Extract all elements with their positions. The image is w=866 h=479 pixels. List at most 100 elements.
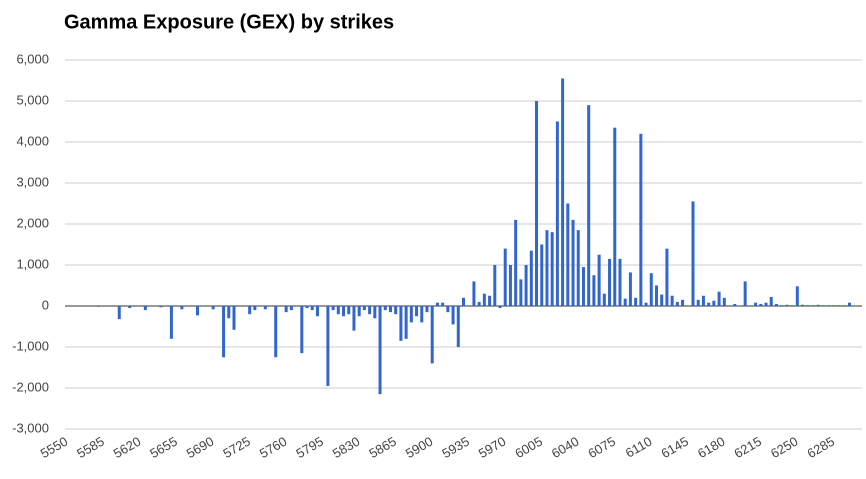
- bar: [717, 291, 721, 306]
- bar: [842, 305, 846, 306]
- y-tick-label: -3,000: [12, 420, 49, 435]
- bar: [352, 306, 356, 331]
- y-tick-label: -2,000: [12, 379, 49, 394]
- x-tick-label: 6215: [731, 434, 764, 461]
- bar: [472, 281, 476, 306]
- bar: [310, 306, 314, 311]
- y-tick-label: 5,000: [16, 92, 49, 107]
- bar: [446, 306, 450, 313]
- bar: [806, 305, 810, 306]
- bar: [722, 297, 726, 306]
- bar: [769, 296, 773, 306]
- y-tick-label: 2,000: [16, 215, 49, 230]
- bar: [336, 306, 340, 315]
- bar: [743, 281, 747, 306]
- bar: [561, 78, 565, 306]
- bar: [712, 300, 716, 306]
- chart-title: Gamma Exposure (GEX) by strikes: [64, 11, 394, 33]
- bar: [274, 306, 278, 358]
- bar: [378, 306, 382, 395]
- bar: [608, 258, 612, 306]
- bar: [362, 306, 366, 311]
- bar: [524, 265, 528, 306]
- bar: [764, 302, 768, 306]
- bar: [159, 306, 163, 308]
- bar: [514, 219, 518, 306]
- y-tick-label: 6,000: [16, 51, 49, 66]
- bar: [576, 230, 580, 306]
- bar: [441, 302, 445, 306]
- x-tick-label: 5970: [476, 434, 509, 461]
- bar: [816, 304, 820, 306]
- bar: [654, 285, 658, 306]
- bar: [383, 306, 387, 311]
- bar: [675, 301, 679, 306]
- bar: [545, 230, 549, 306]
- bar: [837, 305, 841, 306]
- x-tick-label: 5935: [439, 434, 472, 461]
- bar: [394, 306, 398, 315]
- y-tick-label: 4,000: [16, 133, 49, 148]
- bar: [342, 306, 346, 317]
- bar: [634, 297, 638, 306]
- bar: [482, 293, 486, 306]
- bar: [128, 306, 132, 309]
- x-tick-label: 6110: [623, 434, 655, 461]
- bar: [211, 306, 215, 310]
- bar: [488, 295, 492, 306]
- bar: [388, 306, 392, 313]
- bar: [451, 306, 455, 325]
- bar: [435, 302, 439, 306]
- bar: [701, 295, 705, 306]
- bar: [430, 306, 434, 364]
- bar: [117, 306, 121, 320]
- x-tick-label: 5830: [330, 434, 363, 461]
- bar: [409, 306, 413, 323]
- bar: [649, 273, 653, 306]
- bar: [581, 267, 585, 306]
- bar: [300, 306, 304, 354]
- bar: [785, 304, 789, 306]
- bar: [399, 306, 403, 341]
- bar: [169, 306, 173, 339]
- bar: [96, 306, 100, 307]
- bar: [696, 299, 700, 306]
- bar: [665, 248, 669, 306]
- bar: [373, 306, 377, 319]
- y-tick-label: 0: [42, 297, 49, 312]
- bar: [587, 105, 591, 306]
- bar: [289, 306, 293, 311]
- bar: [253, 306, 257, 311]
- x-tick-label: 5585: [74, 434, 107, 461]
- bar: [691, 201, 695, 306]
- bar: [284, 306, 288, 313]
- bar: [315, 306, 319, 317]
- bar: [180, 306, 184, 310]
- bar: [670, 295, 674, 306]
- bar: [248, 306, 252, 315]
- bar: [623, 298, 627, 306]
- bar: [592, 275, 596, 306]
- bar: [195, 306, 199, 316]
- x-tick-label: 5690: [184, 434, 217, 461]
- x-tick-label: 5760: [257, 434, 290, 461]
- bar: [811, 305, 815, 306]
- bar: [827, 305, 831, 306]
- y-tick-label: -1,000: [12, 338, 49, 353]
- bar: [326, 306, 330, 386]
- x-tick-label: 5865: [366, 434, 399, 461]
- bar: [660, 294, 664, 306]
- bar: [357, 306, 361, 317]
- bar: [821, 305, 825, 306]
- bar: [795, 286, 799, 306]
- bar: [503, 248, 507, 306]
- y-tick-label: 1,000: [16, 256, 49, 271]
- bar: [597, 254, 601, 306]
- bar: [368, 306, 372, 315]
- bar: [555, 121, 559, 306]
- bar: [493, 265, 497, 306]
- bar: [847, 302, 851, 306]
- bar: [571, 219, 575, 306]
- bar: [618, 258, 622, 306]
- bar: [331, 306, 335, 311]
